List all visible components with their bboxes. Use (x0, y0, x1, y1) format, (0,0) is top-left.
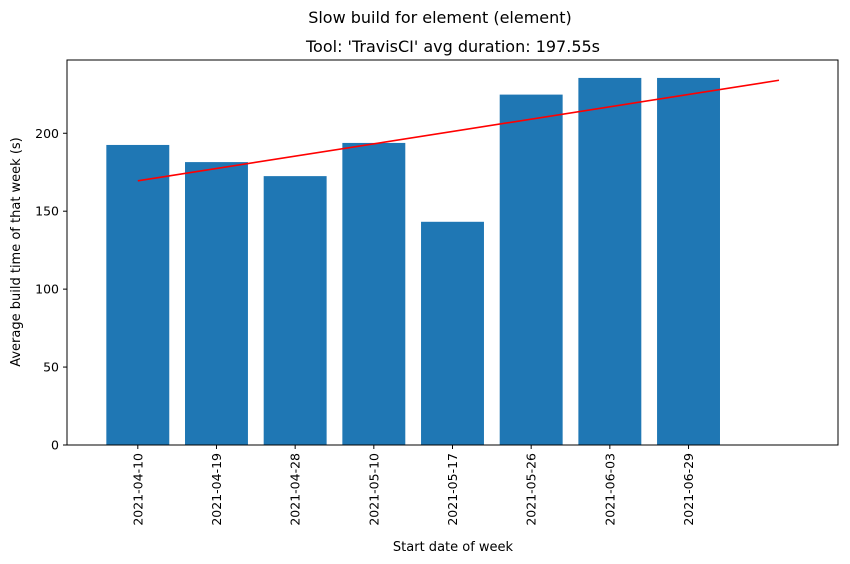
y-tick-label: 150 (35, 204, 59, 219)
x-tick-label: 2021-05-17 (445, 453, 460, 526)
bar (106, 144, 170, 445)
x-tick-label: 2021-05-26 (524, 453, 539, 526)
x-tick-label: 2021-04-19 (209, 453, 224, 526)
chart-title: Tool: 'TravisCI' avg duration: 197.55s (305, 37, 600, 56)
x-tick-label: 2021-06-29 (681, 453, 696, 526)
bar (657, 77, 720, 445)
y-tick-label: 200 (35, 126, 59, 141)
x-axis-label: Start date of week (393, 540, 514, 555)
x-tick-label: 2021-05-10 (366, 453, 381, 526)
y-tick-label: 100 (35, 282, 59, 297)
y-axis-label: Average build time of that week (s) (9, 137, 24, 367)
bar (499, 94, 563, 445)
chart-suptitle: Slow build for element (element) (308, 8, 572, 27)
x-tick-label: 2021-04-10 (130, 453, 145, 526)
bar (263, 176, 327, 445)
plot-area: 0 50 100 150 200 2021-04-10 2021-04-19 2021-04-… (35, 59, 839, 526)
x-tick-label: 2021-06-03 (602, 453, 617, 526)
y-tick-label: 50 (43, 360, 59, 375)
bar (185, 162, 248, 445)
y-tick-label: 0 (51, 438, 59, 453)
x-tick-label: 2021-04-28 (288, 453, 303, 526)
trend-line (137, 79, 780, 182)
bar (342, 142, 406, 445)
bar (421, 221, 484, 445)
bar (578, 77, 642, 445)
